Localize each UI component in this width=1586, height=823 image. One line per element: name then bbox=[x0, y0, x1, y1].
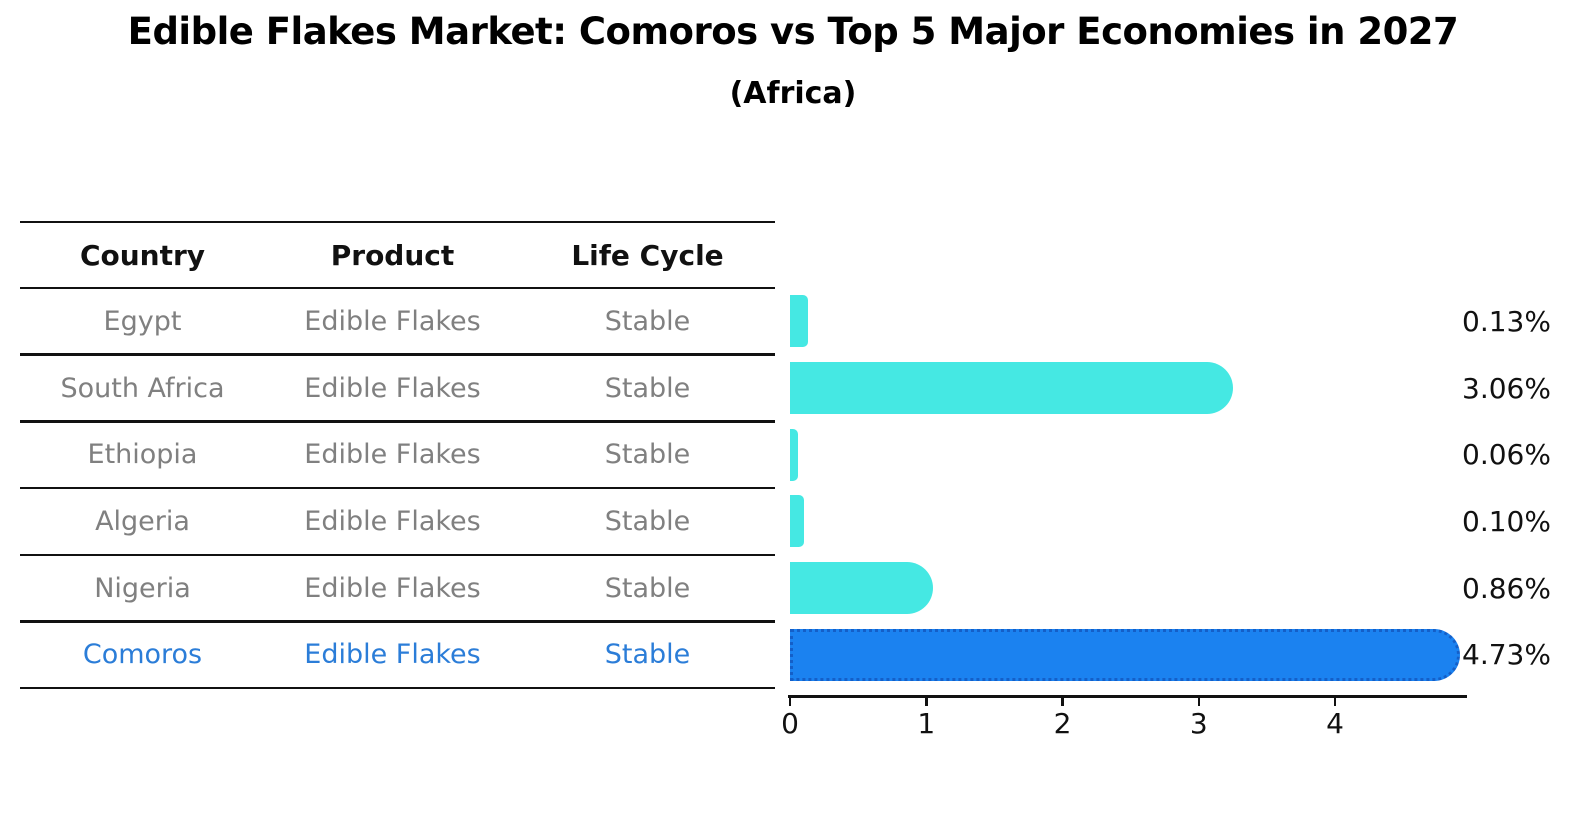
bar-value-label: 0.10% bbox=[1462, 504, 1551, 538]
table-cell-country: South Africa bbox=[60, 372, 225, 404]
bar bbox=[790, 362, 1233, 415]
table-row-divider bbox=[20, 620, 775, 623]
table-cell-product: Edible Flakes bbox=[304, 305, 481, 337]
bar-value-label: 3.06% bbox=[1462, 371, 1551, 405]
table-cell-product: Edible Flakes bbox=[304, 505, 481, 537]
table-cell-country: Algeria bbox=[95, 505, 190, 537]
table-cell-country: Ethiopia bbox=[87, 439, 198, 471]
table-header-life-cycle: Life Cycle bbox=[571, 238, 724, 272]
x-axis-tick bbox=[1333, 695, 1337, 706]
table-cell-product: Edible Flakes bbox=[304, 439, 481, 471]
x-axis-tick-label: 2 bbox=[1053, 707, 1072, 740]
bar-value-label: 4.73% bbox=[1462, 638, 1551, 672]
table-row-divider bbox=[20, 486, 775, 490]
table-cell-life-cycle: Stable bbox=[604, 305, 691, 337]
bar bbox=[790, 495, 804, 548]
bar bbox=[790, 562, 934, 615]
x-axis-tick-label: 4 bbox=[1326, 707, 1344, 740]
table-cell-product: Edible Flakes bbox=[304, 639, 481, 671]
x-axis-tick bbox=[788, 695, 792, 706]
table-row-divider bbox=[20, 686, 775, 690]
chart-title: Edible Flakes Market: Comoros vs Top 5 M… bbox=[127, 10, 1459, 53]
table-cell-country: Comoros bbox=[82, 639, 203, 671]
x-axis-line bbox=[788, 695, 1467, 698]
x-axis-tick bbox=[1061, 695, 1064, 706]
table-cell-product: Edible Flakes bbox=[304, 372, 481, 404]
chart-subtitle: (Africa) bbox=[729, 76, 857, 111]
table-cell-life-cycle: Stable bbox=[604, 639, 691, 671]
table-cell-life-cycle: Stable bbox=[604, 505, 691, 537]
x-axis-tick-label: 0 bbox=[781, 707, 799, 740]
bar-value-label: 0.06% bbox=[1462, 438, 1551, 472]
table-cell-life-cycle: Stable bbox=[604, 372, 691, 404]
x-axis-tick bbox=[1197, 695, 1200, 706]
table-row-divider bbox=[20, 353, 775, 356]
table-cell-life-cycle: Stable bbox=[604, 439, 691, 471]
table-row-divider bbox=[20, 220, 775, 224]
bar bbox=[790, 428, 799, 481]
bar-value-label: 0.13% bbox=[1462, 304, 1551, 338]
x-axis-tick bbox=[925, 695, 928, 706]
table-cell-life-cycle: Stable bbox=[604, 572, 691, 604]
table-row-divider bbox=[20, 286, 775, 290]
bar-highlight-comoros bbox=[790, 628, 1461, 681]
table-header-country: Country bbox=[79, 238, 206, 272]
table-cell-product: Edible Flakes bbox=[304, 572, 481, 604]
table-row-divider bbox=[20, 553, 775, 557]
table-cell-country: Nigeria bbox=[94, 572, 191, 604]
bar-value-label: 0.86% bbox=[1462, 571, 1551, 605]
bar bbox=[790, 295, 808, 348]
x-axis-tick-label: 3 bbox=[1189, 707, 1208, 740]
table-cell-country: Egypt bbox=[103, 305, 182, 337]
x-axis-tick-label: 1 bbox=[917, 707, 936, 740]
table-header-product: Product bbox=[330, 238, 455, 272]
table-row-divider bbox=[20, 420, 775, 423]
